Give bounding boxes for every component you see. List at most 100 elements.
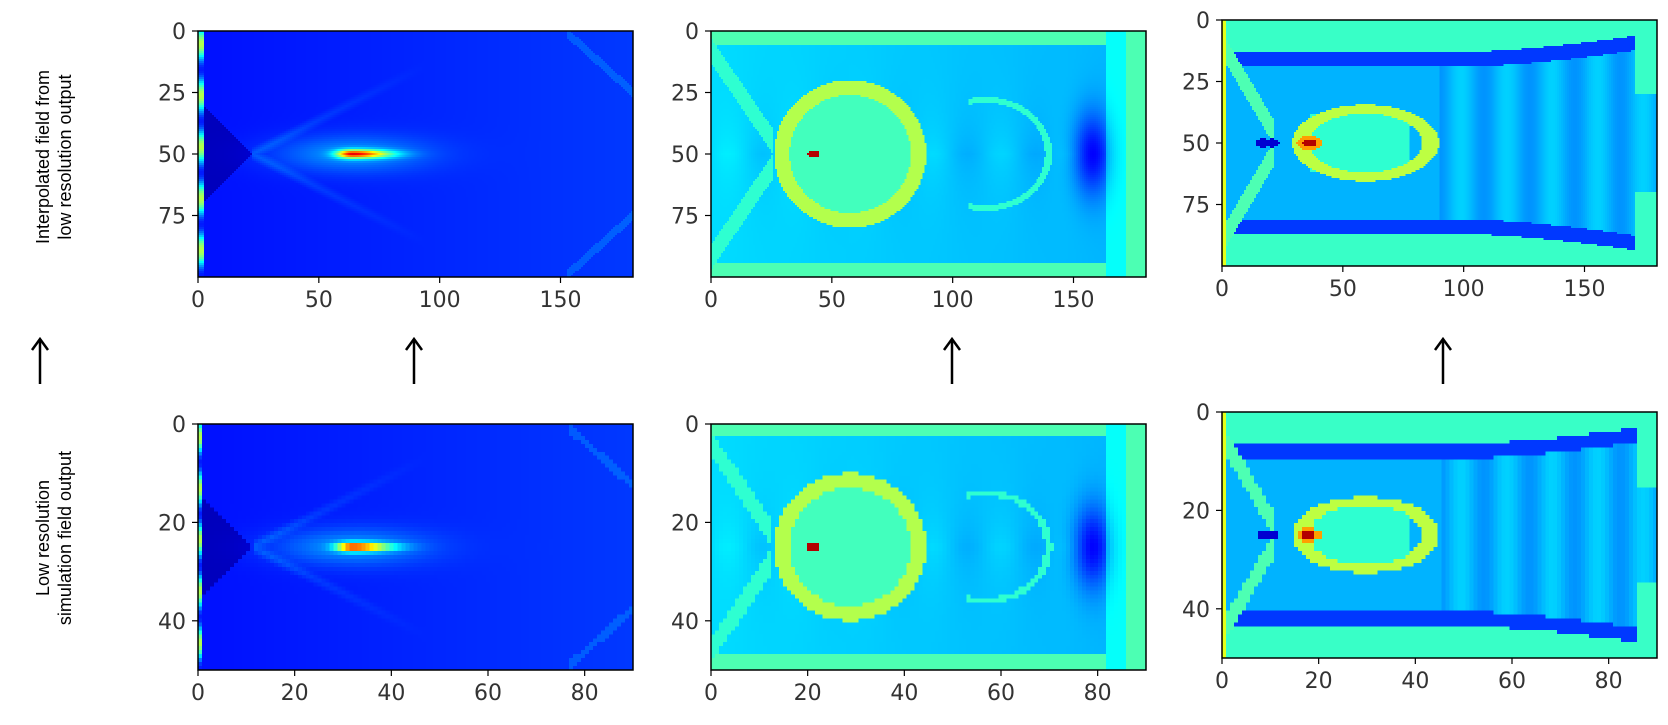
x-tick: 40 <box>890 670 918 706</box>
x-tick-label: 50 <box>305 288 333 313</box>
x-tick-label: 0 <box>1215 277 1229 302</box>
y-tick-label: 40 <box>158 610 186 635</box>
x-tick: 50 <box>818 277 846 313</box>
x-tick-label: 100 <box>419 288 461 313</box>
y-tick: 0 <box>1196 9 1222 34</box>
y-tick-label: 0 <box>172 413 186 438</box>
heatmap-panel-top-2: 0 50 100 150 0 25 50 75 <box>671 20 1147 313</box>
plot-frame <box>710 423 1147 671</box>
x-tick: 100 <box>1443 266 1485 302</box>
heatmap-svg: 0 20 40 60 80 0 20 40 <box>671 413 1147 706</box>
x-tick: 60 <box>474 670 502 706</box>
y-tick: 40 <box>1182 598 1222 623</box>
heatmap-svg: 0 20 40 60 80 0 20 40 <box>158 413 634 706</box>
x-tick-label: 0 <box>704 681 718 706</box>
y-tick: 0 <box>1196 401 1222 426</box>
x-tick-label: 60 <box>1498 669 1526 694</box>
arrow-up-icon <box>942 336 962 384</box>
y-tick-label: 20 <box>158 511 186 536</box>
y-tick-label: 0 <box>1196 9 1210 34</box>
x-tick-label: 60 <box>474 681 502 706</box>
y-tick-label: 0 <box>172 20 186 45</box>
x-tick: 150 <box>1564 266 1606 302</box>
x-tick-label: 100 <box>932 288 974 313</box>
x-tick-label: 150 <box>1053 288 1095 313</box>
x-tick: 80 <box>571 670 599 706</box>
x-tick: 150 <box>540 277 582 313</box>
y-tick: 75 <box>1182 194 1222 219</box>
x-tick-label: 50 <box>818 288 846 313</box>
x-tick-label: 0 <box>191 681 205 706</box>
y-tick-label: 50 <box>1182 132 1210 157</box>
x-tick: 60 <box>1498 658 1526 694</box>
y-tick: 25 <box>1182 71 1222 96</box>
y-tick-label: 0 <box>685 20 699 45</box>
y-tick-label: 0 <box>1196 401 1210 426</box>
x-tick: 50 <box>1329 266 1357 302</box>
x-tick: 40 <box>377 670 405 706</box>
heatmap-svg: 0 50 100 150 0 25 50 75 <box>671 20 1147 313</box>
y-tick: 0 <box>685 20 711 45</box>
x-tick: 150 <box>1053 277 1095 313</box>
y-tick: 20 <box>158 511 198 536</box>
heatmap-panel-bottom-3: 0 20 40 60 80 0 20 40 <box>1182 401 1658 694</box>
y-tick-label: 50 <box>158 143 186 168</box>
heatmap-image <box>711 31 1146 277</box>
y-tick: 20 <box>671 511 711 536</box>
x-tick: 80 <box>1084 670 1112 706</box>
heatmap-panel-top-1: 0 50 100 150 0 25 50 75 <box>158 20 634 313</box>
arrow-up-icon <box>30 336 50 384</box>
x-tick: 0 <box>191 277 205 313</box>
row-label-top: Interpolated field from low resolution o… <box>32 37 76 277</box>
x-tick: 20 <box>281 670 309 706</box>
y-tick: 75 <box>158 205 198 230</box>
y-tick: 20 <box>1182 499 1222 524</box>
y-tick-label: 75 <box>1182 194 1210 219</box>
x-tick-label: 20 <box>281 681 309 706</box>
x-tick-label: 40 <box>890 681 918 706</box>
row-label-top-line2: low resolution output <box>55 74 75 240</box>
y-tick: 50 <box>1182 132 1222 157</box>
y-tick-label: 25 <box>671 82 699 107</box>
row-label-bottom-line2: simulation field output <box>55 450 75 626</box>
x-tick: 40 <box>1401 658 1429 694</box>
y-tick: 50 <box>671 143 711 168</box>
x-tick-label: 0 <box>191 288 205 313</box>
x-tick-label: 100 <box>1443 277 1485 302</box>
x-tick: 50 <box>305 277 333 313</box>
heatmap-panel-top-3: 0 50 100 150 0 25 50 75 <box>1182 9 1658 302</box>
y-tick: 50 <box>158 143 198 168</box>
y-tick-label: 75 <box>671 205 699 230</box>
heatmap-svg: 0 50 100 150 0 25 50 75 <box>158 20 634 313</box>
y-tick: 0 <box>172 413 198 438</box>
y-tick: 25 <box>671 82 711 107</box>
x-tick-label: 80 <box>1084 681 1112 706</box>
y-tick-label: 40 <box>1182 598 1210 623</box>
x-tick-label: 20 <box>794 681 822 706</box>
heatmap-panel-bottom-1: 0 20 40 60 80 0 20 40 <box>158 413 634 706</box>
row-label-bottom-line1: Low resolution <box>33 479 53 597</box>
heatmap-svg: 0 50 100 150 0 25 50 75 <box>1182 9 1658 302</box>
y-tick-label: 20 <box>1182 499 1210 524</box>
x-tick: 0 <box>704 277 718 313</box>
y-tick: 25 <box>158 82 198 107</box>
x-tick: 100 <box>932 277 974 313</box>
heatmap-panel-bottom-2: 0 20 40 60 80 0 20 40 <box>671 413 1147 706</box>
y-tick-label: 25 <box>1182 71 1210 96</box>
y-tick-label: 50 <box>671 143 699 168</box>
x-tick-label: 40 <box>1401 669 1429 694</box>
x-tick-label: 150 <box>540 288 582 313</box>
x-tick: 80 <box>1595 658 1623 694</box>
heatmap-svg: 0 20 40 60 80 0 20 40 <box>1182 401 1658 694</box>
y-tick-label: 20 <box>671 511 699 536</box>
x-tick: 100 <box>419 277 461 313</box>
x-tick-label: 50 <box>1329 277 1357 302</box>
x-tick-label: 80 <box>571 681 599 706</box>
arrow-up-icon <box>404 336 424 384</box>
y-tick-label: 75 <box>158 205 186 230</box>
y-tick: 40 <box>158 610 198 635</box>
y-tick: 75 <box>671 205 711 230</box>
x-tick: 0 <box>1215 266 1229 302</box>
x-tick-label: 150 <box>1564 277 1606 302</box>
y-tick: 40 <box>671 610 711 635</box>
